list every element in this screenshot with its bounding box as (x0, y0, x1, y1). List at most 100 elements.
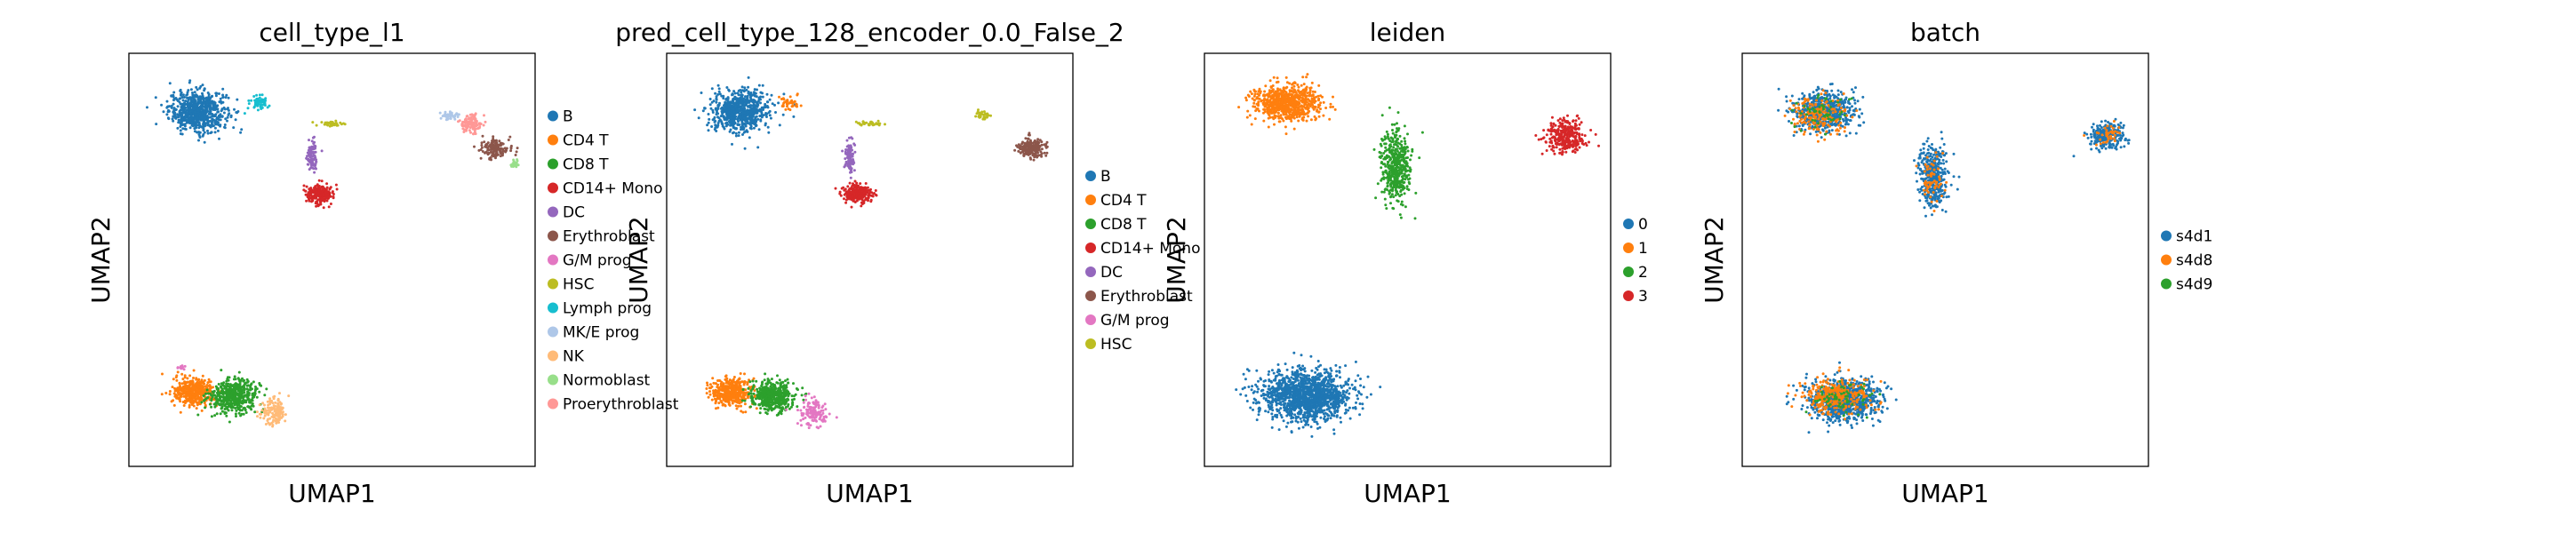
data-point (242, 379, 245, 383)
data-point (743, 380, 747, 384)
data-point (325, 186, 329, 189)
data-point (759, 101, 762, 105)
data-point (439, 116, 443, 120)
data-point (700, 91, 703, 94)
data-point (718, 101, 721, 105)
data-point (208, 107, 212, 111)
data-point (796, 405, 799, 409)
data-point (844, 198, 848, 202)
data-point (309, 193, 313, 196)
data-point (810, 406, 813, 410)
data-point (766, 106, 770, 109)
data-point (264, 423, 268, 426)
data-point (845, 195, 849, 199)
data-point (1044, 154, 1048, 157)
data-point (809, 424, 812, 427)
data-point (244, 411, 248, 414)
data-point (204, 104, 208, 107)
data-point (714, 126, 717, 130)
data-point (474, 112, 477, 115)
data-point (784, 405, 788, 409)
data-point (708, 117, 711, 121)
data-point (226, 402, 228, 406)
data-point (238, 408, 241, 411)
data-point (168, 393, 172, 396)
data-point (315, 204, 318, 208)
data-point (312, 167, 316, 171)
data-point (165, 99, 169, 103)
data-point (724, 122, 728, 125)
data-point (236, 402, 240, 406)
data-point (266, 106, 269, 109)
data-point (312, 163, 316, 166)
data-point (183, 394, 186, 398)
data-point (188, 374, 192, 378)
data-point (820, 406, 824, 410)
data-point (755, 120, 758, 123)
data-point (737, 399, 740, 402)
data-point (217, 92, 220, 95)
data-point (852, 169, 856, 172)
data-point (822, 416, 826, 419)
data-point (477, 148, 481, 152)
legend-label: Lymph prog (563, 300, 652, 318)
umap-panel-pred-cell-type: pred_cell_type_128_encoder_0.0_False_2 UM… (538, 0, 1200, 533)
data-point (241, 392, 244, 395)
data-point (223, 404, 227, 408)
series-11-points (509, 158, 520, 169)
data-point (756, 111, 759, 115)
data-point (742, 383, 746, 386)
data-point (706, 381, 708, 385)
data-point (774, 399, 778, 402)
data-point (767, 402, 771, 405)
data-point (462, 131, 466, 133)
data-point (262, 99, 265, 102)
data-point (868, 123, 871, 127)
data-point (172, 119, 175, 123)
data-point (271, 415, 275, 418)
data-point (707, 121, 710, 124)
data-point (752, 377, 756, 380)
data-point (206, 131, 210, 135)
data-point (796, 92, 799, 96)
data-point (817, 406, 820, 410)
data-point (741, 410, 745, 414)
data-point (746, 120, 749, 123)
data-point (467, 124, 470, 128)
data-point (724, 104, 728, 107)
data-point (516, 147, 519, 150)
data-point (317, 185, 321, 187)
data-point (775, 401, 779, 404)
data-point (847, 162, 851, 164)
data-point (825, 416, 828, 418)
data-point (238, 399, 242, 402)
data-point (1020, 142, 1024, 146)
data-point (871, 123, 875, 127)
data-point (740, 107, 743, 111)
data-point (746, 94, 749, 98)
data-point (463, 118, 467, 122)
data-point (219, 113, 222, 116)
data-point (734, 134, 738, 138)
data-point (755, 123, 758, 127)
data-point (463, 128, 466, 131)
data-point (213, 108, 217, 111)
data-point (747, 105, 749, 108)
data-point (246, 405, 250, 409)
data-point (181, 99, 185, 102)
data-point (226, 115, 229, 119)
series-1-points (160, 369, 229, 414)
data-point (488, 145, 492, 148)
data-point (308, 139, 310, 142)
data-point (727, 89, 731, 92)
data-point (756, 101, 759, 105)
data-point (206, 117, 209, 121)
data-point (178, 382, 181, 386)
data-point (766, 404, 770, 408)
data-point (280, 416, 284, 419)
data-point (780, 382, 783, 386)
data-point (473, 145, 476, 148)
data-point (175, 394, 179, 398)
data-point (761, 106, 764, 109)
data-point (781, 113, 785, 116)
